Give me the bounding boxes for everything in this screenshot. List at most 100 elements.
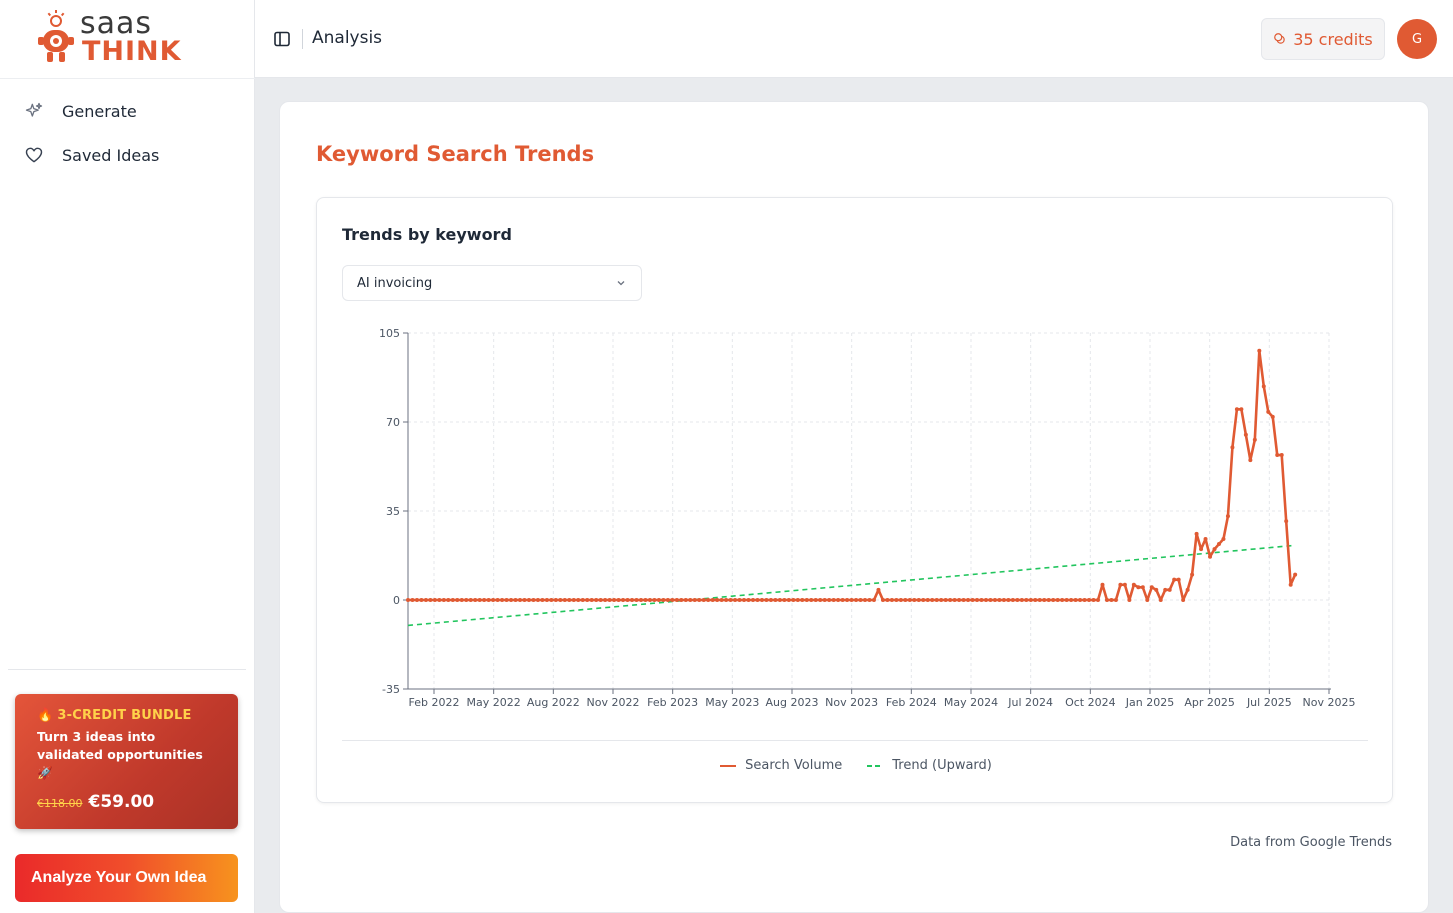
search-volume-point	[423, 598, 428, 602]
search-volume-point	[437, 598, 442, 602]
search-volume-point	[992, 598, 997, 602]
search-volume-point	[1096, 598, 1101, 602]
section-title: Keyword Search Trends	[316, 142, 595, 166]
search-volume-point	[871, 598, 876, 602]
search-volume-point	[1122, 582, 1127, 587]
search-volume-point	[621, 598, 626, 602]
x-tick-label: Nov 2025	[1303, 696, 1356, 709]
search-volume-point	[800, 598, 805, 602]
sidebar-item-generate[interactable]: Generate	[24, 97, 137, 125]
sparkles-icon	[25, 102, 43, 117]
rocket-icon: 🚀	[37, 765, 53, 780]
sidebar-item-saved-ideas[interactable]: Saved Ideas	[24, 141, 159, 169]
search-volume-point	[916, 598, 921, 602]
legend-item-search-volume[interactable]: Search Volume	[719, 758, 842, 773]
search-volume-point	[840, 598, 845, 602]
search-volume-point	[1069, 598, 1074, 602]
sidebar-divider	[8, 669, 246, 670]
search-volume-point	[428, 598, 433, 602]
legend-divider	[342, 740, 1368, 741]
analyze-own-idea-button[interactable]: Analyze Your Own Idea	[15, 854, 238, 902]
credits-button[interactable]: 35 credits	[1261, 18, 1385, 60]
promo-tag: 🔥 3-CREDIT BUNDLE	[37, 708, 222, 723]
search-volume-point	[898, 598, 903, 602]
search-volume-point	[1248, 458, 1253, 463]
credit-bundle-promo[interactable]: 🔥 3-CREDIT BUNDLE Turn 3 ideas into vali…	[15, 694, 238, 829]
search-volume-point	[751, 598, 756, 602]
search-volume-point	[818, 598, 823, 602]
search-volume-point	[585, 598, 590, 602]
search-volume-point	[970, 598, 975, 602]
search-volume-point	[652, 598, 657, 602]
sidebar-item-label: Saved Ideas	[62, 145, 160, 165]
header: Analysis 35 credits G	[255, 0, 1453, 78]
search-volume-point	[701, 598, 706, 602]
search-volume-point	[1145, 598, 1150, 602]
search-volume-point	[863, 598, 868, 602]
search-volume-point	[567, 598, 572, 602]
search-volume-point	[1131, 582, 1136, 587]
search-volume-point	[912, 598, 917, 602]
search-volume-point	[894, 598, 899, 602]
search-volume-point	[1288, 582, 1293, 587]
sidebar-toggle-icon[interactable]	[272, 29, 292, 49]
search-volume-point	[952, 598, 957, 602]
search-volume-point	[670, 598, 675, 602]
trend-series-line	[407, 544, 1296, 627]
promo-old-price: €118.00	[37, 797, 83, 810]
search-volume-point	[598, 598, 603, 602]
data-source-footnote: Data from Google Trends	[1230, 835, 1392, 850]
search-volume-point	[988, 598, 993, 602]
search-volume-point	[1001, 598, 1006, 602]
search-volume-point	[786, 598, 791, 602]
search-volume-point	[1261, 384, 1266, 389]
search-volume-point	[553, 598, 558, 602]
search-volume-point	[455, 598, 460, 602]
search-volume-point	[903, 598, 908, 602]
search-volume-point	[477, 598, 482, 602]
search-volume-point	[983, 598, 988, 602]
header-separator	[302, 29, 303, 49]
x-tick-label: Aug 2022	[527, 696, 580, 709]
sidebar: saas THINK Generate Saved Ideas 🔥 3-CRED…	[0, 0, 255, 913]
search-volume-point	[849, 598, 854, 602]
search-volume-point	[939, 598, 944, 602]
legend-label: Trend (Upward)	[892, 758, 992, 773]
keyword-select[interactable]: AI invoicing	[342, 265, 642, 301]
search-volume-point	[665, 598, 670, 602]
search-volume-point	[1055, 598, 1060, 602]
search-volume-point	[513, 598, 518, 602]
legend-swatch-dashed	[867, 764, 884, 767]
search-volume-point	[997, 598, 1002, 602]
search-volume-point	[746, 598, 751, 602]
search-volume-point	[688, 598, 693, 602]
legend-item-trend[interactable]: Trend (Upward)	[866, 758, 992, 773]
search-volume-point	[930, 598, 935, 602]
keyword-select-value: AI invoicing	[357, 275, 433, 291]
trend-line-chart: 105 70 35 0 -35 Feb 2022 May 2022 Aug 2022 Nov 2…	[379, 327, 1356, 709]
search-volume-point	[1212, 547, 1217, 552]
search-volume-point	[1010, 598, 1015, 602]
search-volume-point	[522, 598, 527, 602]
search-volume-point	[491, 598, 496, 602]
search-volume-point	[576, 598, 581, 602]
search-volume-point	[921, 598, 926, 602]
x-tick-label: Jul 2025	[1246, 696, 1292, 709]
search-volume-point	[473, 598, 478, 602]
avatar[interactable]: G	[1397, 19, 1437, 59]
brand-name-top: saas	[80, 6, 153, 41]
logo[interactable]: saas THINK	[36, 6, 186, 70]
search-volume-point	[1140, 585, 1145, 590]
search-volume-point	[809, 598, 814, 602]
search-volume-point	[1046, 598, 1051, 602]
search-volume-point	[504, 598, 509, 602]
x-tick-label: Jan 2025	[1125, 696, 1174, 709]
search-volume-point	[1284, 519, 1289, 524]
search-volume-point	[1266, 409, 1271, 414]
search-volume-point	[558, 598, 563, 602]
search-volume-point	[482, 598, 487, 602]
coins-icon	[1274, 33, 1285, 44]
search-volume-point	[867, 598, 872, 602]
chevron-down-icon	[617, 281, 625, 286]
search-volume-point	[535, 598, 540, 602]
